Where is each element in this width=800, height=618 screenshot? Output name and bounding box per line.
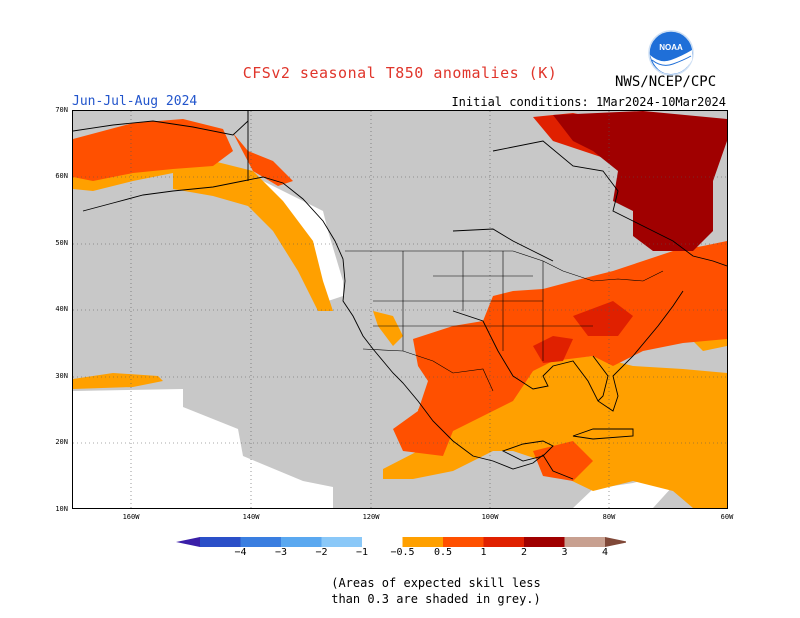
colorbar-label: −1 [355,547,369,558]
colorbar-label: 3 [561,547,568,558]
lon-label-100w: 100W [481,513,499,521]
lat-label-40n: 40N [55,305,68,313]
logo-text: NOAA [659,43,683,52]
lon-label-160w: 160W [122,513,140,521]
colorbar-label: 4 [601,547,609,558]
lat-label-20n: 20N [55,438,68,446]
borders [345,250,664,392]
colorbar-cell [483,537,524,547]
colorbar-cell [240,537,281,547]
season-label: Jun-Jul-Aug 2024 [72,94,198,109]
initial-conditions-label: Initial conditions: 1Mar2024-10Mar2024 [451,95,726,109]
colorbar-end-low [176,537,200,547]
colorbar-cell [564,537,605,547]
colorbar-label: 2 [520,547,528,558]
colorbar-label: −4 [234,547,247,558]
map-title: CFSv2 seasonal T850 anomalies (K) [242,64,558,82]
lat-label-30n: 30N [55,372,68,380]
colorbar-cell [362,537,403,547]
colorbar [176,537,626,547]
lat-label-10n: 10N [55,505,68,513]
graticule [73,111,727,508]
lon-label-120w: 120W [362,513,380,521]
skill-note-line-1: (Areas of expected skill less [331,576,541,590]
colorbar-cell [200,537,241,547]
colorbar-label: 1 [480,547,487,558]
colorbar-cell [443,537,484,547]
lat-label-60n: 60N [55,172,68,180]
colorbar-cell [524,537,565,547]
anomaly-3-to-4 [553,111,727,251]
colorbar-label: −3 [274,547,288,558]
lat-label-70n: 70N [55,106,68,114]
lon-label-60w: 60W [720,513,734,521]
agency-label: NWS/NCEP/CPC [615,74,717,90]
colorbar-label: −0.5 [390,547,415,558]
skill-note: (Areas of expected skill less than 0.3 a… [0,575,800,607]
colorbar-cell [402,537,443,547]
noaa-logo: NOAA [648,30,694,76]
colorbar-cell [321,537,362,547]
coastlines [72,111,728,480]
colorbar-cell [281,537,322,547]
lon-label-140w: 140W [242,513,260,521]
lat-label-50n: 50N [55,239,68,247]
colorbar-end-high [605,537,626,547]
map-canvas [72,111,728,508]
anomaly-map [72,110,728,509]
white-ocean-area [73,389,333,508]
lon-label-80w: 80W [602,513,616,521]
colorbar-label: −2 [315,547,328,558]
skill-note-line-2: than 0.3 are shaded in grey.) [331,592,541,606]
colorbar-label: 0.5 [433,547,453,558]
